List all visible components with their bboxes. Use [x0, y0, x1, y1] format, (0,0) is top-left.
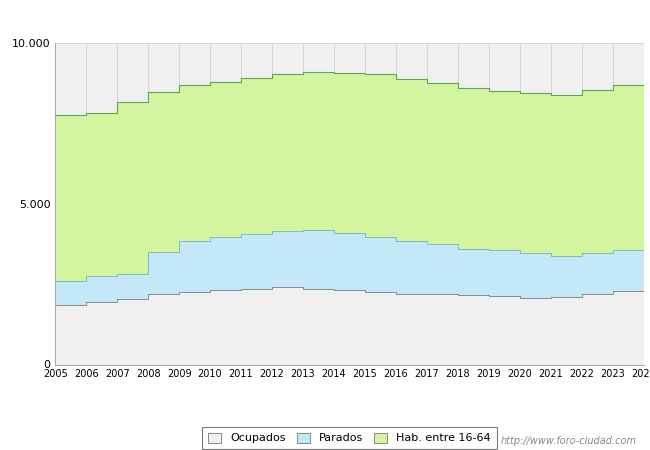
Text: Tomiño - Evolucion de la poblacion en edad de Trabajar Mayo de 2024: Tomiño - Evolucion de la poblacion en ed… — [92, 10, 558, 23]
Text: http://www.foro-ciudad.com: http://www.foro-ciudad.com — [501, 436, 637, 446]
Legend: Ocupados, Parados, Hab. entre 16-64: Ocupados, Parados, Hab. entre 16-64 — [202, 427, 497, 449]
